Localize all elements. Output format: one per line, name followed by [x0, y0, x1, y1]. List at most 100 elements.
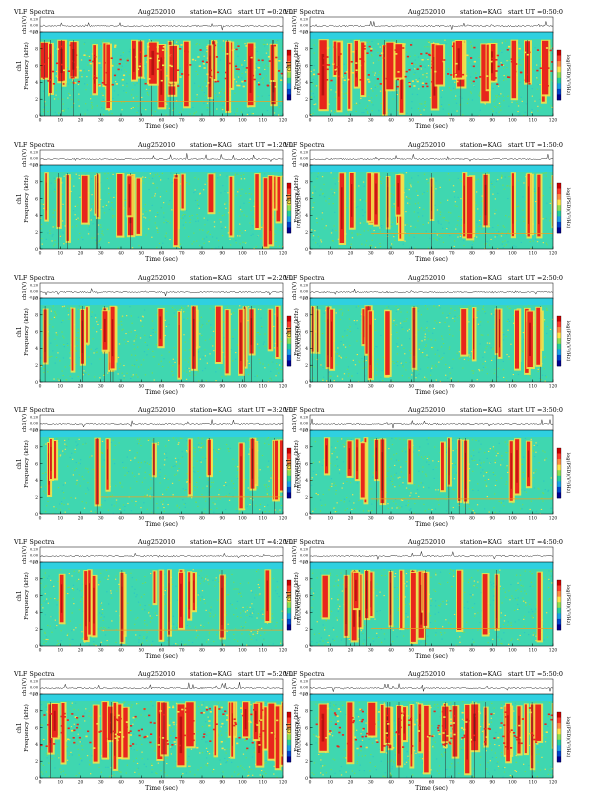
spectrogram-cell: [102, 41, 103, 42]
spectrogram-cell: [259, 334, 260, 335]
frequency-ylabel: Frequency (kHz): [23, 308, 30, 356]
x-tick-label: 100: [238, 252, 247, 257]
spectrogram-burst-core: [398, 183, 399, 207]
spectrogram-cell: [160, 179, 161, 180]
spectrogram-cell: [544, 321, 545, 322]
spectrogram-cell: [196, 502, 197, 503]
spectrogram-cell: [43, 368, 44, 369]
spectrogram-cell: [356, 104, 357, 105]
spectrogram-cell: [268, 50, 269, 51]
spectrogram-cell: [406, 71, 408, 73]
spectrogram-cell: [524, 52, 526, 54]
spectrogram-cell: [314, 366, 315, 367]
spectrogram-cell: [377, 78, 379, 80]
spectrogram-cell: [134, 364, 135, 365]
spectrogram-cell: [485, 348, 486, 349]
spectrogram-cell: [210, 486, 211, 487]
spectrogram-cell: [54, 191, 55, 192]
spectrogram-cell: [99, 85, 101, 87]
spectrogram-cell: [407, 203, 408, 204]
spectrogram-cell: [497, 105, 498, 106]
spectrogram-cell: [408, 504, 409, 505]
spectrogram-cell: [162, 504, 163, 505]
spectrogram-cell: [551, 497, 552, 498]
spectrogram-cell: [477, 208, 478, 209]
spectrogram-cell: [213, 502, 214, 503]
spectrogram-cell: [360, 199, 361, 200]
spectrogram-cell: [322, 212, 323, 213]
spectrogram-cell: [503, 334, 504, 335]
spectrogram-cell: [397, 230, 398, 231]
y-tick-label: 8: [35, 313, 38, 319]
spectrogram-cell: [123, 52, 124, 53]
spectrogram-cell: [235, 466, 236, 467]
spectrogram-top-band: [310, 32, 553, 39]
spectrogram-cell: [63, 375, 64, 376]
spectrogram-cell: [437, 209, 438, 210]
spectrogram-cell: [442, 90, 443, 91]
spectrogram-cell: [124, 339, 125, 340]
spectrogram-cell: [60, 509, 61, 510]
spectrogram-cell: [265, 511, 266, 512]
spectrogram-cell: [360, 98, 361, 99]
spectrogram-cell: [167, 106, 168, 107]
spectrogram-cell: [544, 319, 545, 320]
spectrogram-cell: [54, 339, 55, 340]
spectrogram-cell: [324, 196, 325, 197]
spectrogram-cell: [323, 193, 324, 194]
spectrogram-cell: [54, 317, 55, 318]
spectrogram-cell: [468, 360, 469, 361]
spectrogram-cell: [411, 108, 412, 109]
spectrogram-cell: [166, 478, 167, 479]
spectrogram-cell: [198, 349, 199, 350]
spectrogram-cell: [342, 315, 343, 316]
spectrogram-cell: [166, 75, 168, 77]
colorbar-segment: [557, 227, 561, 233]
spectrogram-cell: [62, 320, 63, 321]
spectrogram-cell: [237, 235, 238, 236]
spectrogram-cell: [134, 349, 135, 350]
spectrogram-cell: [504, 227, 505, 228]
spectrogram-cell: [197, 218, 198, 219]
spectrogram-cell: [209, 241, 210, 242]
spectrogram-cell: [271, 378, 272, 379]
spectrogram-burst: [385, 311, 390, 375]
spectrogram-cell: [198, 444, 199, 445]
spectrogram-cell: [202, 457, 203, 458]
spectrogram-cell: [503, 377, 504, 378]
spectrogram-cell: [150, 487, 151, 488]
spectrogram-cell: [471, 93, 472, 94]
spectrogram-cell: [159, 482, 160, 483]
spectrogram-cell: [114, 45, 116, 47]
spectrogram-cell: [320, 364, 321, 365]
spectrogram-cell: [417, 81, 419, 83]
spectrogram-burst: [264, 178, 268, 246]
spectrogram-cell: [410, 357, 411, 358]
spectrogram-cell: [164, 459, 165, 460]
spectrogram-cell: [214, 221, 215, 222]
spectrogram-cell: [67, 343, 68, 344]
colorbar-segment: [557, 355, 561, 361]
spectrogram-cell: [477, 483, 478, 484]
spectrogram-cell: [455, 201, 456, 202]
spectrogram-cell: [546, 244, 547, 245]
spectrogram-cell: [166, 457, 167, 458]
spectrogram-cell: [45, 511, 46, 512]
spectrogram-cell: [127, 58, 128, 59]
spectrogram-cell: [413, 66, 414, 67]
spectrogram-cell: [533, 472, 534, 473]
spectrogram-cell: [210, 70, 212, 72]
spectrogram-cell: [495, 59, 497, 61]
spectrogram-cell: [148, 189, 149, 190]
spectrogram-cell: [409, 86, 411, 88]
spectrogram-cell: [258, 309, 259, 310]
spectrogram-cell: [314, 97, 315, 98]
spectrogram-cell: [220, 192, 221, 193]
spectrogram-cell: [392, 444, 393, 445]
spectrogram-cell: [216, 238, 217, 239]
spectrogram-cell: [257, 438, 258, 439]
spectrogram-cell: [496, 70, 498, 72]
spectrogram-cell: [114, 78, 115, 79]
spectrogram-cell: [136, 56, 138, 58]
spectrogram-cell: [550, 336, 551, 337]
